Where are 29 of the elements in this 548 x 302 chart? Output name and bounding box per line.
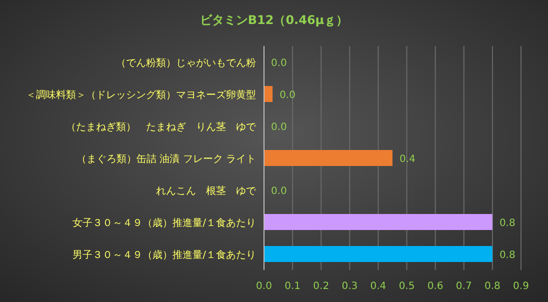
data-label: 0.0 (271, 186, 287, 197)
x-tick-label: 0.3 (342, 281, 358, 292)
y-tick-label: （たまねぎ類） たまねぎ りん茎 ゆで (66, 121, 257, 133)
data-label: 0.4 (400, 154, 416, 165)
bar (264, 214, 492, 230)
data-label: 0.0 (271, 122, 287, 133)
y-tick-label: （でん粉類）じゃがいもでん粉 (116, 57, 256, 69)
y-tick-label: ＜調味料類＞（ドレッシング類）マヨネーズ卵黄型 (26, 89, 256, 101)
x-tick-label: 0.4 (370, 281, 386, 292)
data-label: 0.0 (271, 58, 287, 69)
x-tick-label: 0.6 (427, 281, 444, 292)
y-tick-label: れんこん 根茎 ゆで (156, 185, 257, 197)
x-tick-label: 0.8 (484, 281, 500, 292)
y-tick-label: （まぐろ類）缶詰 油漬 フレーク ライト (76, 153, 256, 165)
x-tick-label: 0.7 (456, 281, 472, 292)
data-label: 0.8 (499, 218, 516, 229)
bar (264, 150, 392, 166)
x-tick-label: 0.2 (313, 281, 330, 292)
x-tick-label: 0.9 (513, 281, 529, 292)
y-tick-label: 女子３０～４９（歳）推進量/１食あたり (72, 217, 256, 229)
data-label: 0.8 (499, 250, 516, 261)
x-tick-label: 0.0 (256, 281, 272, 292)
x-tick-label: 0.5 (398, 281, 415, 292)
bar (264, 86, 273, 102)
y-tick-label: 男子３０～４９（歳）推進量/１食あたり (72, 249, 256, 261)
chart-title: ビタミンB12（0.46μｇ） (200, 13, 348, 27)
x-tick-label: 0.1 (284, 281, 301, 292)
data-label: 0.0 (280, 90, 296, 101)
bar (264, 246, 492, 262)
